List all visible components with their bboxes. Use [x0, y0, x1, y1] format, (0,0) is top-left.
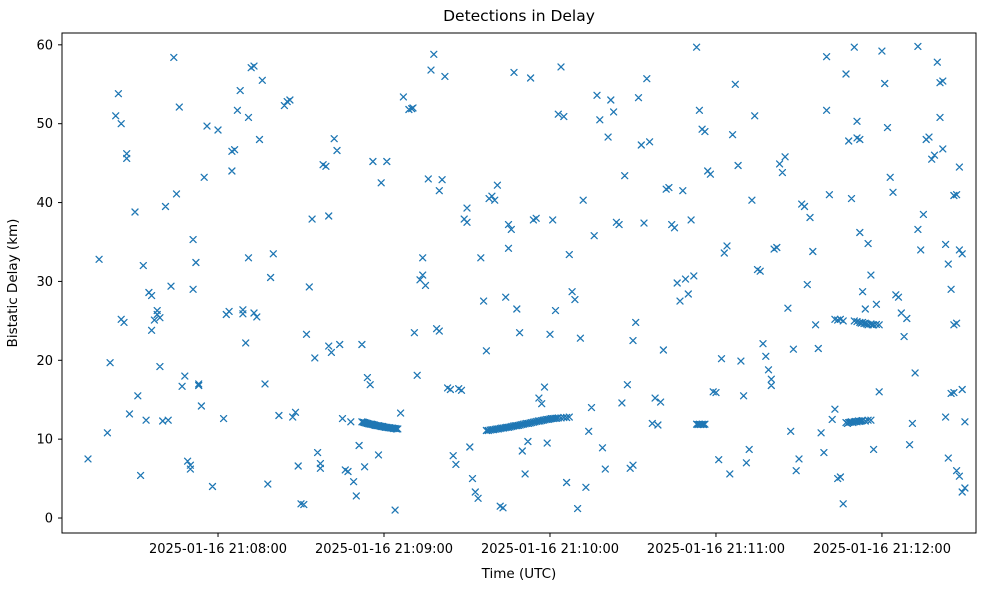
y-tick-label: 30 [36, 275, 53, 290]
y-tick-label: 60 [36, 38, 53, 53]
axes-frame [61, 32, 977, 534]
y-tick-label: 10 [36, 433, 53, 448]
y-tick-label: 0 [45, 512, 53, 527]
chart-title: Detections in Delay [443, 7, 595, 25]
x-tick-label: 2025-01-16 21:09:00 [315, 542, 453, 557]
scatter-points [84, 42, 969, 514]
y-tick-label: 40 [36, 196, 53, 211]
y-axis-label: Bistatic Delay (km) [5, 219, 21, 348]
x-axis-label: Time (UTC) [481, 566, 557, 582]
x-tick-label: 2025-01-16 21:10:00 [481, 542, 619, 557]
y-tick-label: 20 [36, 354, 53, 369]
x-tick-label: 2025-01-16 21:11:00 [647, 542, 785, 557]
x-tick-label: 2025-01-16 21:08:00 [149, 542, 287, 557]
x-tick-label: 2025-01-16 21:12:00 [813, 542, 951, 557]
y-tick-label: 50 [36, 117, 53, 132]
